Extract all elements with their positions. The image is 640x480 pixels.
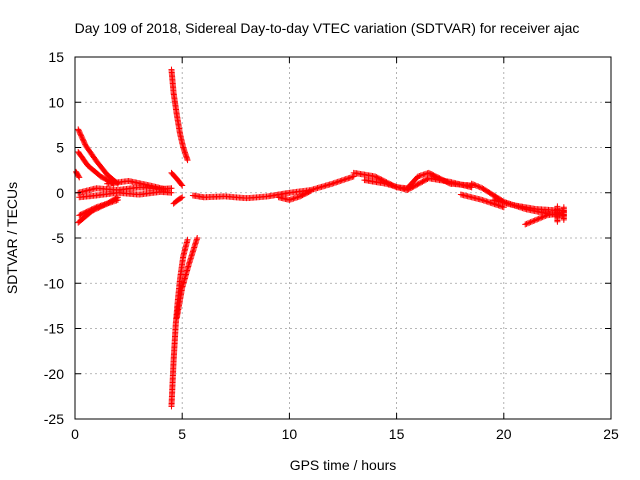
data-point — [113, 194, 120, 201]
data-point — [178, 181, 185, 188]
data-point — [75, 126, 82, 133]
data-point — [179, 194, 186, 201]
data-point — [419, 178, 426, 185]
data-point — [414, 181, 421, 188]
data-point — [184, 236, 191, 243]
y-tick-label: 10 — [48, 94, 64, 110]
data-point — [554, 218, 561, 225]
data-point — [524, 220, 531, 227]
data-point — [75, 173, 82, 180]
data-point — [476, 184, 483, 191]
data-point — [76, 174, 83, 181]
data-point — [421, 177, 428, 184]
data-point — [406, 185, 413, 192]
data-point — [416, 180, 423, 187]
data-point — [409, 184, 416, 191]
data-point — [184, 157, 191, 164]
data-point — [415, 180, 422, 187]
data-point — [528, 218, 535, 225]
data-point — [80, 138, 87, 145]
data-point — [162, 186, 169, 193]
data-point — [539, 214, 546, 221]
data-point — [469, 181, 476, 188]
y-tick-label: 15 — [48, 49, 64, 65]
data-point — [76, 128, 83, 135]
data-point — [76, 130, 83, 137]
data-point — [405, 186, 412, 193]
data-point — [420, 178, 427, 185]
data-point — [75, 127, 82, 134]
data-point — [114, 194, 121, 201]
data-point — [410, 183, 417, 190]
x-tick-label: 20 — [496, 426, 512, 442]
data-point — [79, 135, 86, 142]
data-point — [530, 218, 537, 225]
data-point — [532, 216, 539, 223]
data-point — [526, 219, 533, 226]
data-point — [534, 216, 541, 223]
data-point — [194, 235, 201, 241]
data-point — [79, 136, 86, 143]
axis-ticks: 0 5 10 15 20 25 -25 -20 -15 -10 -5 0 5 10 15 — [44, 49, 619, 442]
data-point — [468, 180, 475, 187]
data-point — [411, 182, 418, 189]
data-point — [373, 174, 380, 181]
data-point — [178, 194, 185, 201]
data-point — [77, 131, 84, 138]
data-point — [372, 173, 379, 180]
chart-title: Day 109 of 2018, Sidereal Day-to-day VTE… — [75, 20, 580, 36]
data-point — [527, 219, 534, 226]
data-point — [471, 181, 478, 188]
data-point — [472, 182, 479, 189]
data-point — [413, 182, 420, 189]
x-tick-label: 5 — [178, 426, 186, 442]
grid — [75, 57, 611, 419]
data-point — [541, 213, 547, 220]
y-tick-label: 5 — [56, 140, 64, 156]
data-point — [408, 184, 415, 191]
data-point — [404, 187, 411, 194]
data-point — [474, 182, 480, 189]
x-tick-label: 10 — [282, 426, 298, 442]
data-point — [478, 184, 485, 191]
data-point — [306, 188, 313, 195]
y-tick-label: -15 — [44, 321, 64, 337]
y-tick-label: 0 — [56, 185, 64, 201]
data-point — [78, 133, 85, 140]
x-axis-label: GPS time / hours — [290, 457, 397, 473]
data-point — [531, 217, 538, 224]
data-point — [560, 216, 567, 223]
y-tick-label: -5 — [52, 230, 65, 246]
data-point — [522, 221, 529, 228]
data-point — [168, 189, 175, 196]
data-point — [523, 220, 530, 227]
data-point — [81, 140, 88, 147]
data-point — [179, 182, 186, 189]
data-point — [418, 179, 425, 186]
y-tick-label: -10 — [44, 275, 64, 291]
data-point — [475, 183, 482, 190]
data-point — [542, 212, 549, 219]
data-point — [92, 204, 99, 211]
data-point — [535, 215, 542, 222]
x-tick-label: 25 — [603, 426, 619, 442]
data-point — [423, 176, 430, 183]
x-tick-label: 0 — [71, 426, 79, 442]
y-tick-label: -25 — [44, 411, 64, 427]
y-tick-label: -20 — [44, 366, 64, 382]
data-point — [78, 132, 85, 139]
data-point — [80, 137, 87, 144]
data-point — [307, 187, 314, 194]
y-axis-label: SDTVAR / TECUs — [4, 182, 20, 294]
data-point — [536, 215, 543, 222]
x-tick-label: 15 — [389, 426, 405, 442]
data-point — [538, 214, 545, 221]
